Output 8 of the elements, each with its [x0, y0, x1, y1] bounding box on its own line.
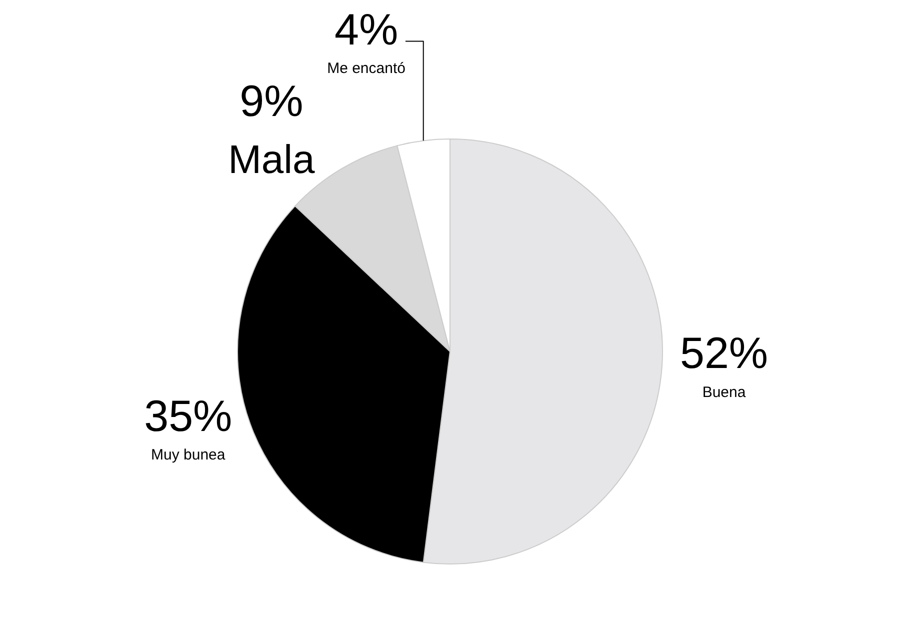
slice-label: Buena [702, 384, 746, 401]
slice-label: Mala [228, 138, 316, 182]
data-label: 9% [240, 77, 304, 126]
slice-label: Me encantó [327, 60, 406, 78]
data-label: 52% [680, 329, 768, 378]
data-label: 4% [334, 5, 398, 54]
slice-label: Muy bunea [151, 446, 226, 464]
data-label: 35% [144, 392, 232, 441]
